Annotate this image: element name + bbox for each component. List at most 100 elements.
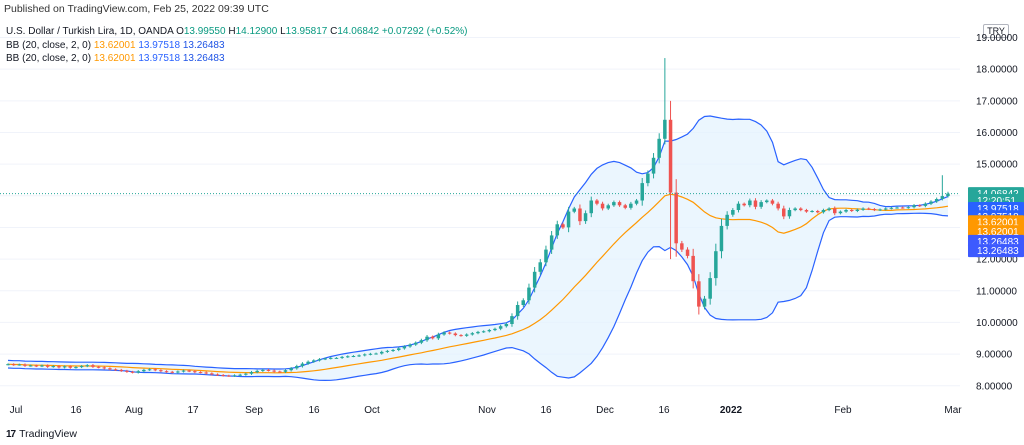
candle [430,336,435,339]
candle [549,235,554,250]
tradingview-brand: TradingView [19,428,77,440]
candle [249,372,254,374]
candle [295,366,299,369]
candle [11,364,16,366]
legend-indicator-row[interactable]: BB (20, close, 2, 0) 13.62001 13.97518 1… [6,39,468,53]
candle [929,201,933,204]
candle [544,249,548,263]
candle [74,367,78,369]
candle [464,334,469,336]
candle [612,202,616,206]
candle [289,368,293,371]
bollinger-lower-line [7,212,949,382]
candle [40,365,44,367]
candle [215,374,220,376]
price-label-bb_basis: 13.62001 [977,217,1019,228]
price-label-bg [968,244,1024,258]
chart-legend: U.S. Dollar / Turkish Lira, 1D, OANDA O1… [6,25,468,66]
candle [351,356,356,357]
candle [736,203,741,210]
candle [719,225,724,252]
candle [804,210,809,212]
indicator-upper: 13.97518 [138,53,181,64]
candle [476,331,480,334]
candle [278,371,282,373]
candle [266,369,271,371]
candle [181,370,186,372]
candle [113,369,118,371]
candle [810,211,814,212]
candle [646,173,650,184]
candle [578,208,582,222]
indicator-name[interactable]: BB (20, close, 2, 0) [6,53,92,64]
candle [238,374,242,376]
x-axis-tick-label: Dec [596,405,614,416]
candle [402,346,407,349]
legend-symbol[interactable]: U.S. Dollar / Turkish Lira, 1D, OANDA [6,26,174,37]
x-axis-tick-label: 16 [658,405,670,416]
candle [872,209,877,211]
candle [793,208,797,211]
candle [487,330,492,332]
candle [657,138,661,158]
candle [453,333,458,336]
x-axis-tick-label: Feb [834,405,852,416]
candle [329,357,333,359]
indicator-upper: 13.97518 [138,39,181,51]
candle [521,300,525,305]
candle [300,363,305,367]
candle [561,224,565,228]
x-axis-tick-label: Oct [364,405,380,416]
candle [164,371,169,373]
candle [572,208,576,212]
x-axis-tick-label: 16 [540,405,552,416]
price-chart[interactable]: 8.000009.0000010.0000011.0000012.0000013… [0,14,1024,432]
indicator-name[interactable]: BB (20, close, 2, 0) [6,39,92,51]
bollinger-fill [8,116,948,381]
legend-symbol-row[interactable]: U.S. Dollar / Turkish Lira, 1D, OANDA O1… [6,25,468,39]
candle [674,192,678,244]
price-label-bb_basis: 13.62001 [977,227,1019,238]
candle [770,200,775,204]
y-axis-tick-label: 15.00000 [976,160,1018,171]
y-axis-tick-label: 8.00000 [976,381,1013,392]
candle [538,262,542,272]
candle [691,255,695,282]
candle [142,369,146,372]
candle [527,287,531,301]
candle [714,251,718,279]
candle [589,200,593,214]
candle [725,214,729,226]
candle [447,332,452,334]
currency-button[interactable]: TRY [983,24,1009,38]
candle [470,333,475,335]
candle [861,208,865,210]
candle [504,324,509,327]
price-label-bb_lower: 13.26483 [977,237,1019,248]
x-axis-tick-label: Mar [944,405,962,416]
candle [374,353,378,355]
candle [583,213,588,222]
candle [312,360,316,362]
candle [821,210,826,213]
candle [346,356,350,358]
candle [6,364,10,366]
x-axis-tick-label: 17 [187,405,199,416]
candle [68,366,72,368]
x-axis-tick-label: 16 [70,405,82,416]
candle [889,207,894,209]
indicator-basis: 13.62001 [93,53,136,64]
candle [436,334,441,339]
candle [51,366,55,368]
legend-indicator-row[interactable]: BB (20, close, 2, 0) 13.62001 13.97518 1… [6,52,468,66]
candle [306,361,310,364]
candle [147,369,152,371]
candle [782,208,786,217]
candle [204,372,208,374]
tradingview-logo[interactable]: 17 TradingView [6,428,77,440]
candle [57,366,61,368]
candle [493,328,497,331]
chart-area[interactable]: 8.000009.0000010.0000011.0000012.0000013… [0,14,1024,432]
legend-high: 14.12900 [235,26,278,37]
candle [878,209,882,211]
